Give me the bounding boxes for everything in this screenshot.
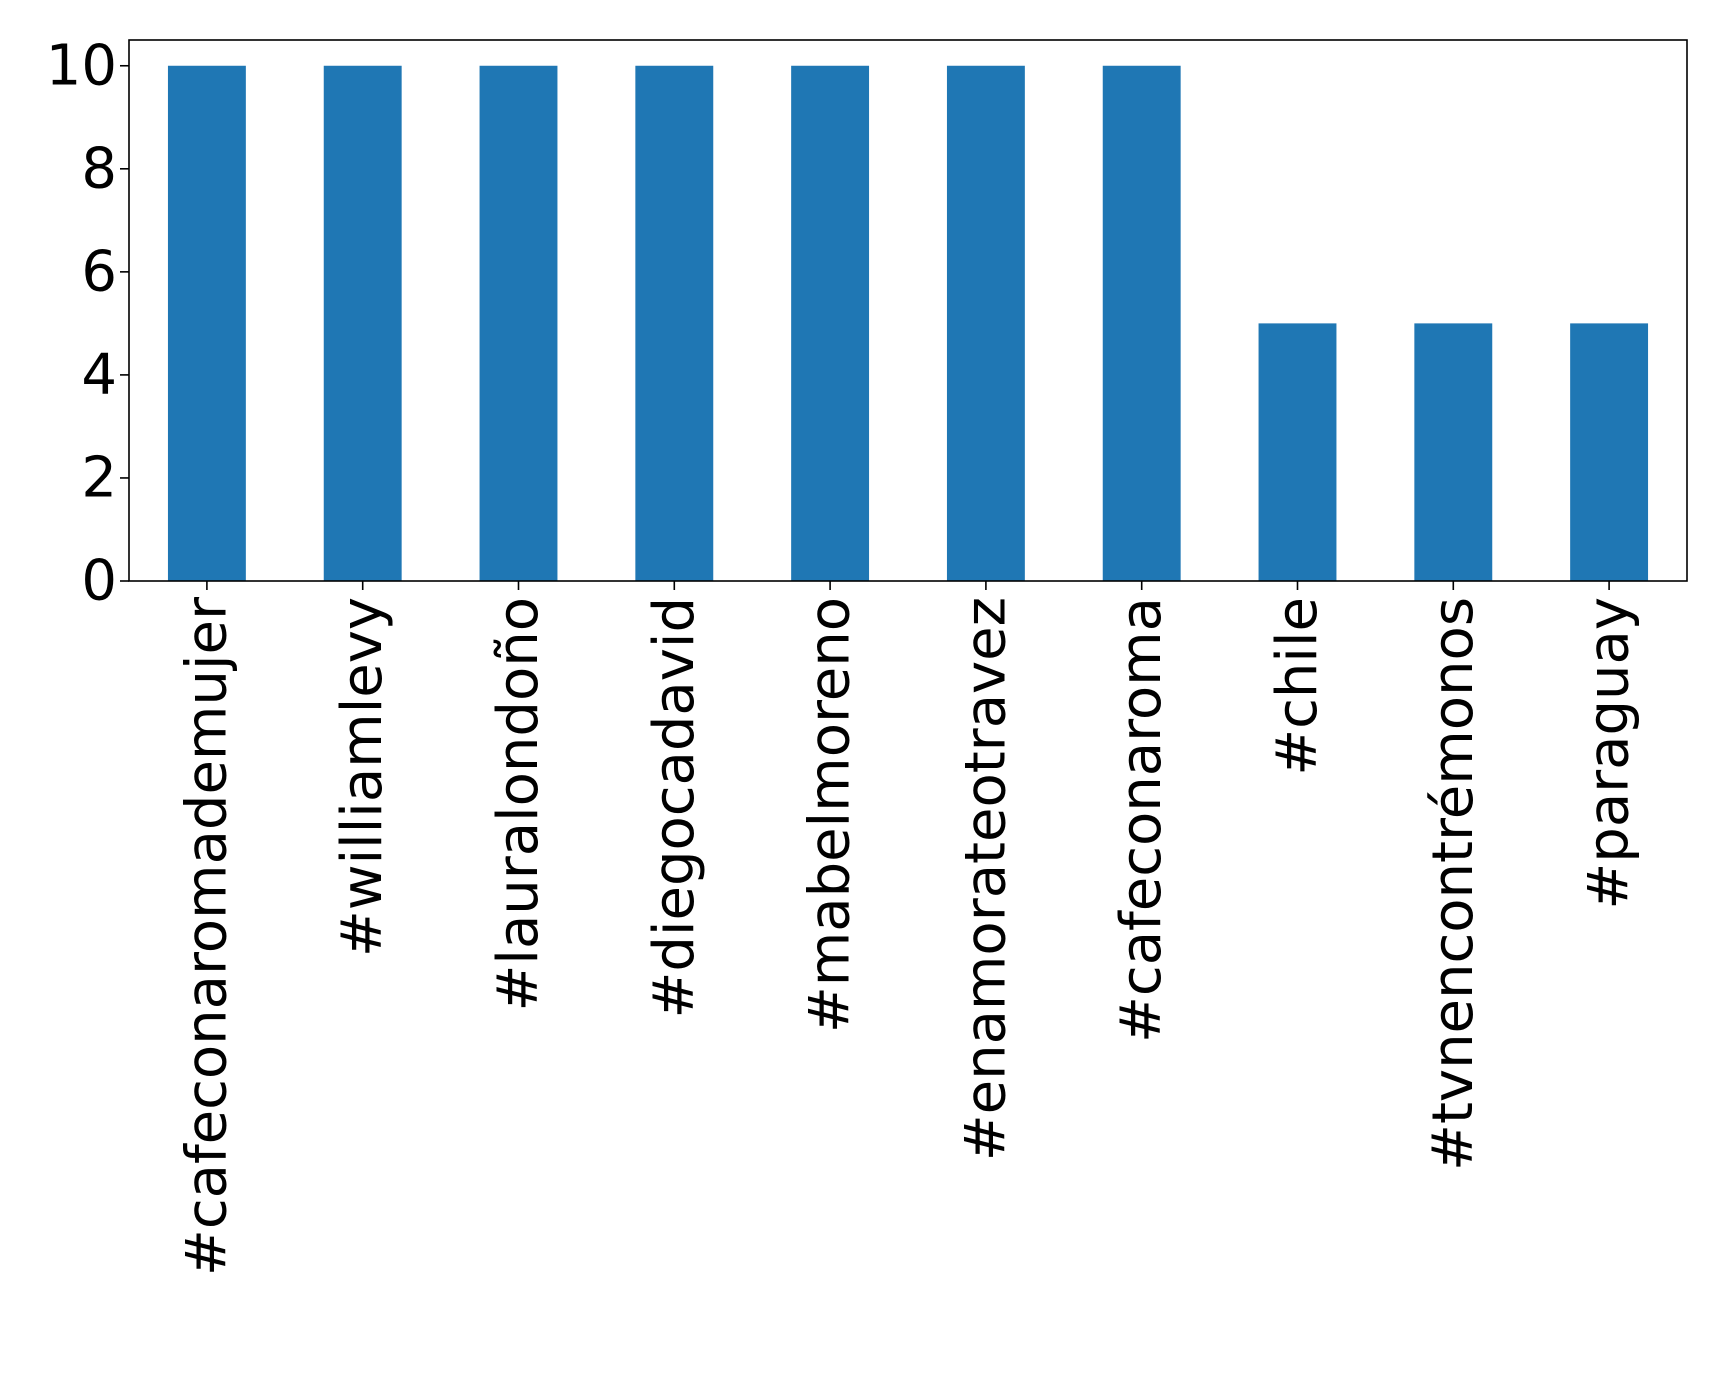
bar-1 bbox=[323, 65, 402, 581]
bar-6 bbox=[1102, 65, 1181, 581]
y-tick-label: 2 bbox=[81, 445, 117, 510]
y-tick-label: 0 bbox=[81, 549, 117, 614]
y-axis: 0 2 4 6 8 10 bbox=[46, 33, 129, 614]
bar-2 bbox=[479, 65, 558, 581]
y-tick-label: 8 bbox=[81, 136, 117, 201]
bar-0 bbox=[167, 65, 246, 581]
y-tick-label: 10 bbox=[46, 33, 117, 98]
x-tick-label: #diegocadavid bbox=[642, 597, 707, 1019]
x-tick-label: #mabelmoreno bbox=[798, 597, 863, 1033]
x-tick-label: #lauralondoño bbox=[486, 597, 551, 1012]
x-axis: #cafeconaromademujer #williamlevy #lauralo… bbox=[174, 581, 1642, 1276]
y-tick-label: 6 bbox=[81, 239, 117, 304]
bar-4 bbox=[791, 65, 870, 581]
bar-3 bbox=[635, 65, 714, 581]
bar-8 bbox=[1414, 323, 1493, 581]
x-tick-label: #cafeconaroma bbox=[1109, 597, 1174, 1043]
x-tick-label: #tvnencontrémonos bbox=[1421, 597, 1486, 1171]
bar-9 bbox=[1570, 323, 1649, 581]
bar-7 bbox=[1258, 323, 1337, 581]
x-tick-label: #enamorateotravez bbox=[953, 597, 1018, 1161]
x-tick-label: #cafeconaromademujer bbox=[174, 596, 239, 1276]
x-tick-label: #williamlevy bbox=[330, 597, 395, 957]
bar-5 bbox=[946, 65, 1025, 581]
bars-group bbox=[167, 65, 1649, 581]
x-tick-label: #chile bbox=[1265, 597, 1330, 776]
plot-frame bbox=[128, 39, 1688, 582]
x-tick-label: #paraguay bbox=[1577, 597, 1642, 910]
y-tick-label: 4 bbox=[81, 342, 117, 407]
